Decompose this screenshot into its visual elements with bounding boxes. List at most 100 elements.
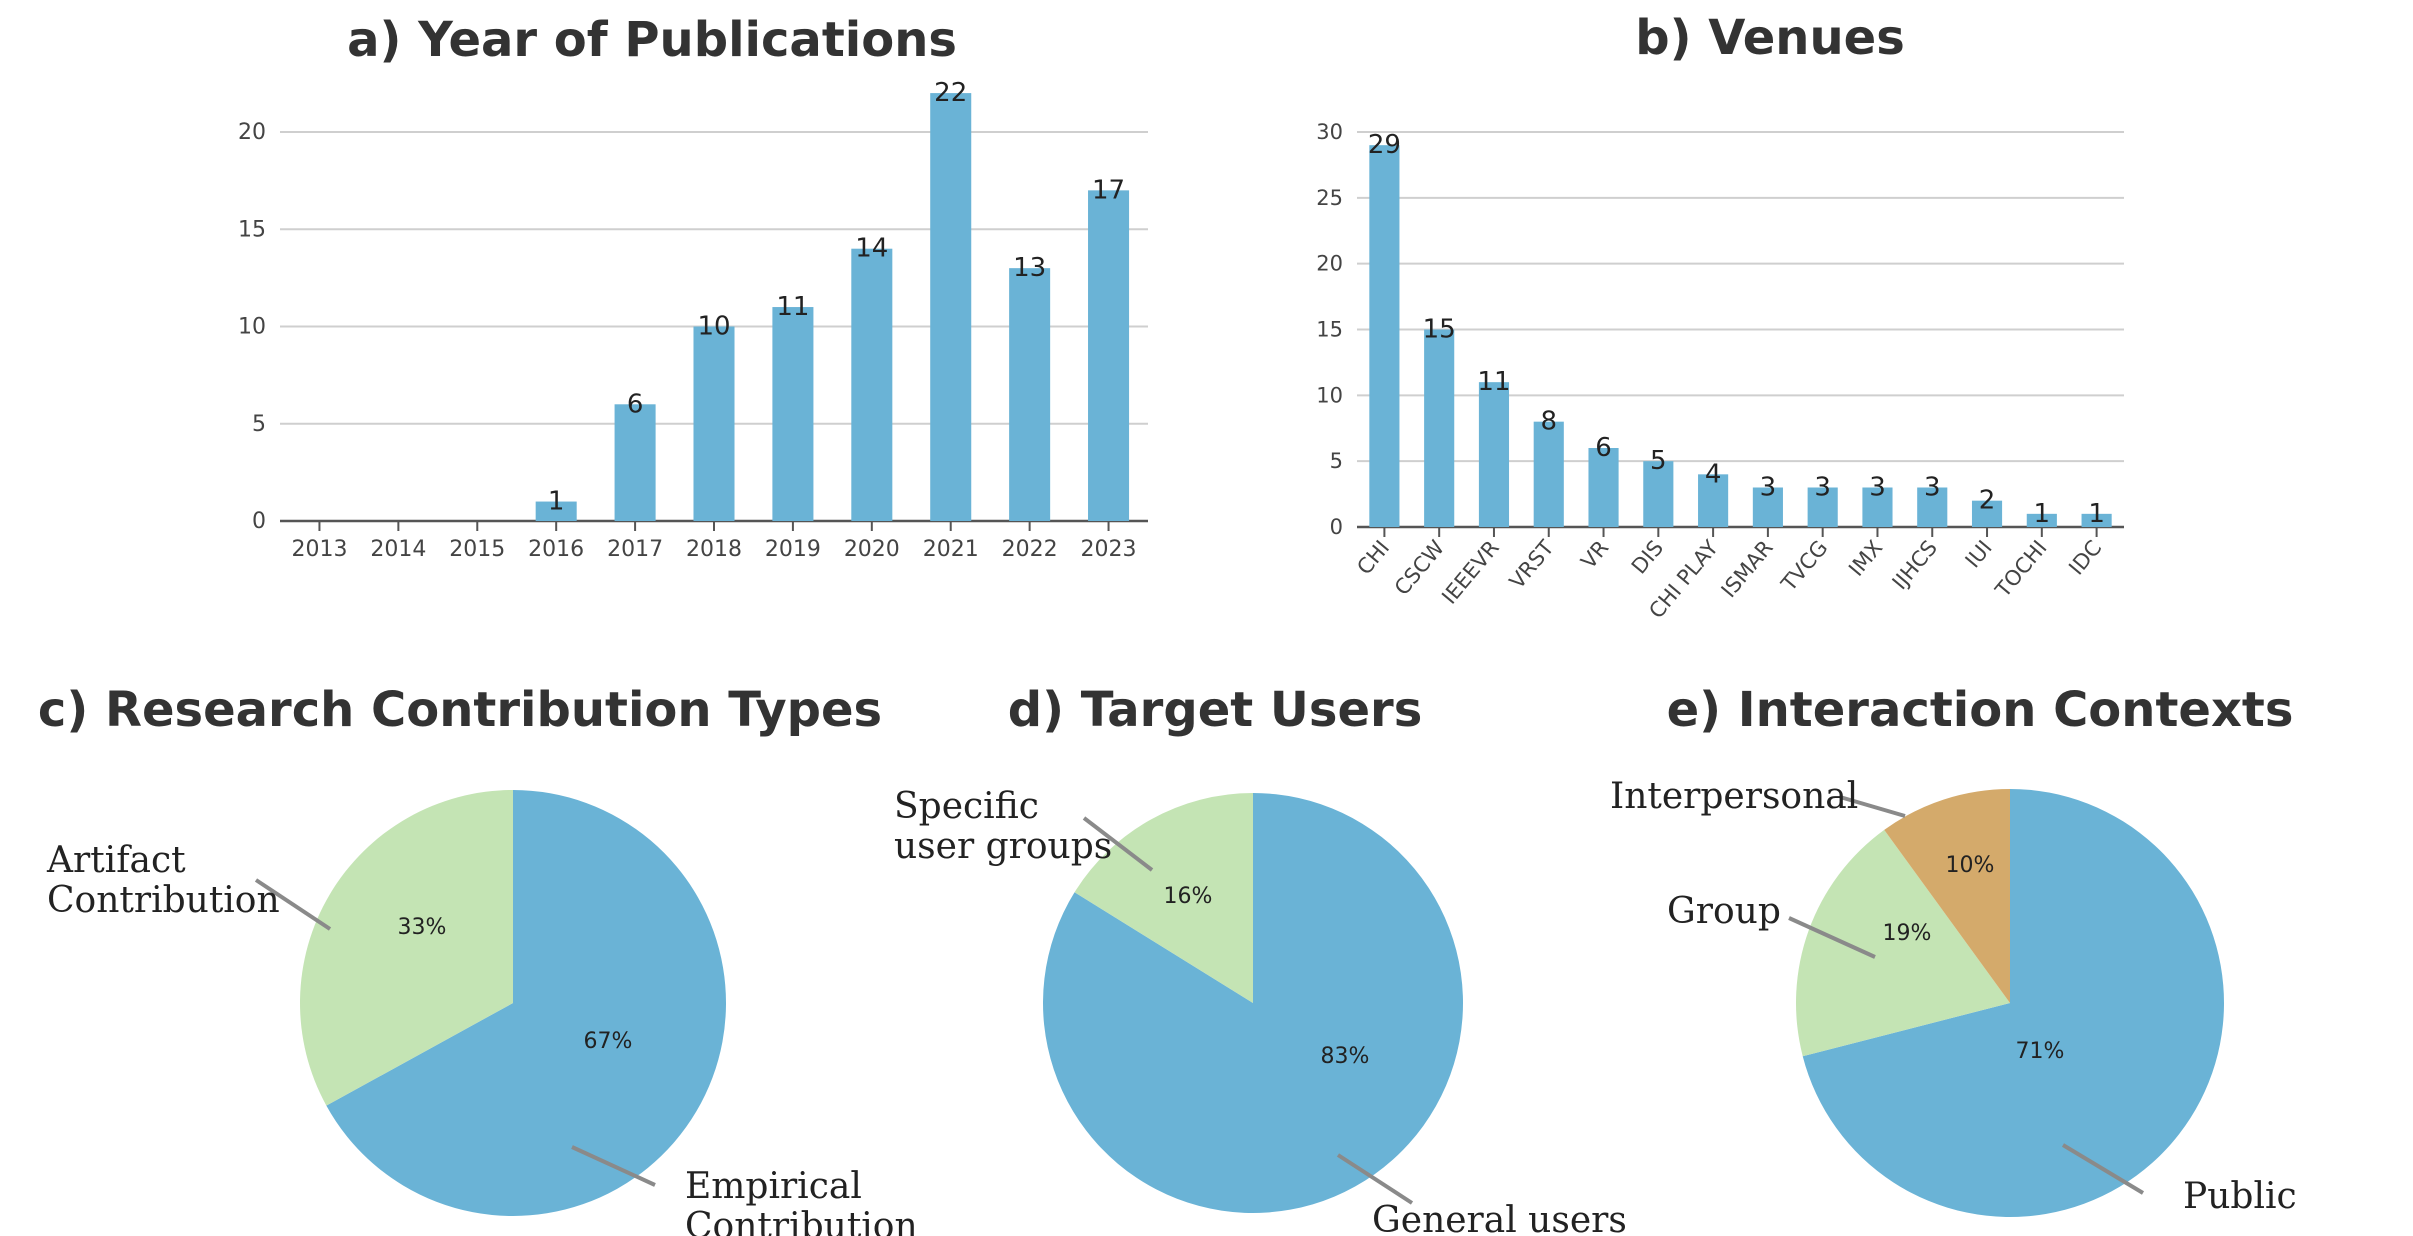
data-label: 6 [627,389,644,419]
data-label: 29 [1368,130,1401,160]
x-tick-label: IUI [1961,536,1997,573]
y-tick-label: 5 [252,412,266,437]
bar-tochi [2026,513,2057,527]
data-label: 10 [697,312,730,342]
slice-percent-label: 33% [398,915,447,940]
x-tick-label: 2014 [370,537,426,562]
chart-title: e) Interaction Contexts [1667,682,2294,738]
pie-slice-empirical-contribution [326,790,726,1217]
slice-label: Artifact [46,840,186,881]
pie-slice-artifact-contribution [300,790,513,1106]
x-tick-label: 2016 [528,537,584,562]
pie-slice-interpersonal [1884,789,2010,1003]
chart-title: b) Venues [1635,10,1905,66]
pie-chart-e: e) Interaction Contexts 71% Public 19% Group… [1610,682,2297,1218]
data-label: 3 [1924,473,1941,503]
bar-dis [1643,461,1674,527]
bar-2020 [851,248,893,521]
chart-title: c) Research Contribution Types [38,682,882,738]
y-tick-label: 5 [1330,449,1343,473]
x-tick-label: 2015 [449,537,505,562]
bar-idc [2081,513,2112,527]
slice-label: user groups [894,826,1112,867]
x-tick-label: IMX [1844,536,1887,581]
bar-2017 [614,404,656,521]
y-tick-label: 10 [1316,383,1343,407]
leader-line [254,878,332,931]
x-tick-label: VRST [1505,536,1559,594]
x-tick-label: 2021 [923,537,979,562]
data-label: 11 [776,292,809,322]
x-tick-label: IEEEVR [1437,536,1504,609]
slice-percent-label: 83% [1321,1044,1370,1069]
y-tick-label: 20 [238,120,266,145]
bar-iui [1971,500,2003,527]
bar-2019 [772,307,814,521]
slice-percent-label: 19% [1883,921,1932,946]
leader-line [571,1145,656,1187]
data-label: 6 [1595,433,1612,463]
slice-label: Public [2183,1176,2297,1217]
data-label: 17 [1092,175,1125,205]
leader-line [1336,1153,1414,1205]
data-label: 1 [2088,499,2105,529]
y-tick-label: 0 [1330,515,1343,539]
x-tick-label: 2013 [291,537,347,562]
slice-percent-label: 67% [584,1029,633,1054]
bar-ismar [1752,487,1783,527]
y-tick-label: 15 [1316,318,1343,342]
bar-imx [1862,487,1893,527]
x-tick-label: 2020 [844,537,900,562]
x-tick-label: 2017 [607,537,663,562]
bar-2016 [535,501,577,521]
slice-label: Group [1667,891,1781,932]
y-tick-label: 15 [238,217,266,242]
x-tick-label: DIS [1627,536,1668,579]
data-label: 1 [2034,499,2051,529]
x-tick-label: TOCHI [1990,536,2051,603]
leader-line [1788,916,1876,959]
data-label: 4 [1705,459,1722,489]
x-tick-label: 2022 [1002,537,1058,562]
bar-ijhcs [1917,487,1948,527]
pie-slice-public [1802,789,2224,1218]
data-label: 3 [1869,473,1886,503]
leader-line [1839,795,1906,818]
slice-label: Interpersonal [1610,776,1858,817]
x-tick-label: IDC [2064,536,2106,580]
slice-label: General users [1372,1200,1627,1236]
chart-title: a) Year of Publications [347,12,957,68]
bar-chi-play [1698,474,1729,527]
data-label: 13 [1013,253,1046,283]
slice-percent-label: 71% [2016,1039,2065,1064]
y-tick-label: 30 [1316,120,1343,144]
data-label: 14 [855,234,888,264]
bar-2018 [693,326,735,521]
data-label: 3 [1814,473,1831,503]
data-label: 1 [548,487,565,517]
pie-chart-c: c) Research Contribution Types 67% Empiric… [38,682,918,1236]
x-tick-label: 2018 [686,537,742,562]
x-tick-label: 2019 [765,537,821,562]
x-tick-label: CHI [1352,536,1394,580]
bar-2021 [930,93,972,521]
x-tick-label: 2023 [1081,537,1137,562]
pie-slice-group [1796,829,2010,1057]
data-label: 3 [1760,473,1777,503]
x-tick-label: VR [1576,536,1613,574]
x-tick-label: ISMAR [1717,536,1778,602]
y-tick-label: 20 [1316,252,1343,276]
bar-2022 [1009,268,1051,521]
y-tick-label: 25 [1316,186,1343,210]
leader-line [1082,816,1154,872]
slice-label: Specific [894,786,1039,827]
data-label: 5 [1650,446,1667,476]
slice-label: Contribution [685,1206,918,1236]
y-tick-label: 10 [238,315,266,340]
bar-2023 [1088,190,1130,521]
bar-vrst [1533,421,1564,527]
bar-cscw [1424,329,1455,527]
data-label: 15 [1423,315,1456,345]
